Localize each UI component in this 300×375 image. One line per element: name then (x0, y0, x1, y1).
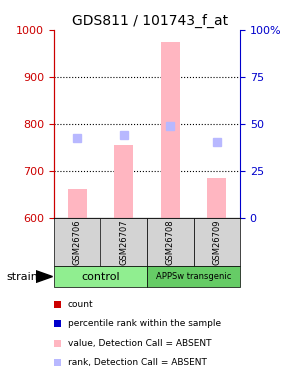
Text: GSM26708: GSM26708 (166, 219, 175, 265)
Text: APPSw transgenic: APPSw transgenic (156, 272, 231, 281)
Text: control: control (81, 272, 120, 282)
Bar (161, 42, 179, 218)
Bar (68, 189, 87, 217)
Text: GSM26707: GSM26707 (119, 219, 128, 265)
Text: rank, Detection Call = ABSENT: rank, Detection Call = ABSENT (68, 358, 206, 367)
Polygon shape (36, 271, 52, 282)
Text: GDS811 / 101743_f_at: GDS811 / 101743_f_at (72, 13, 228, 28)
Text: GSM26709: GSM26709 (212, 219, 221, 265)
Text: value, Detection Call = ABSENT: value, Detection Call = ABSENT (68, 339, 211, 348)
Bar (208, 178, 226, 218)
Text: count: count (68, 300, 93, 309)
Text: percentile rank within the sample: percentile rank within the sample (68, 319, 220, 328)
Text: strain: strain (6, 272, 38, 282)
Bar (115, 145, 133, 218)
Text: GSM26706: GSM26706 (73, 219, 82, 265)
